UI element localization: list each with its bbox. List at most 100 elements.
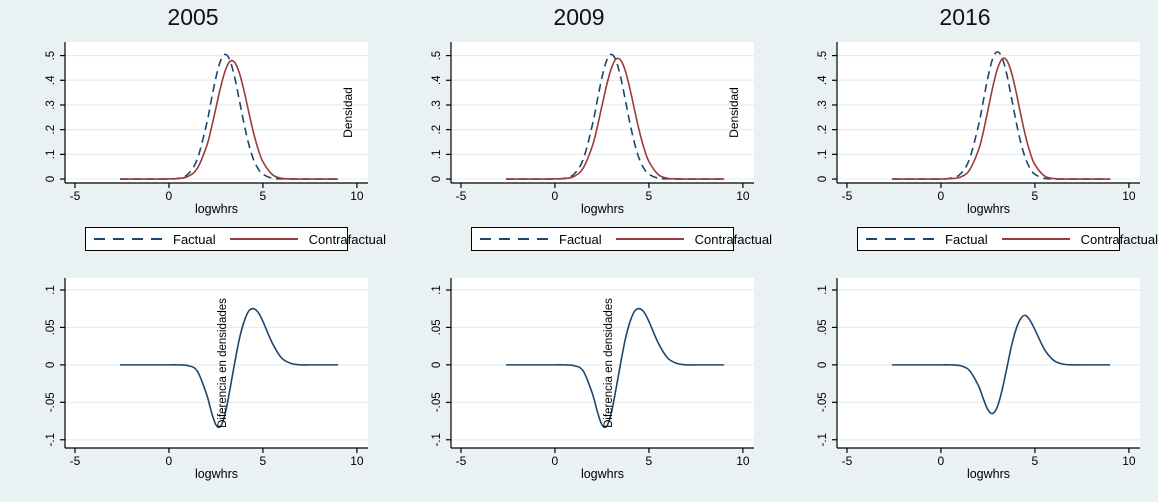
y-tick-label: .2	[817, 125, 829, 135]
panel-2005-difference: -.1 -.05 0 .05 .1 -5 0 5 10 logwhrs Diferencia en …	[0, 260, 386, 502]
x-axis-title: logwhrs	[967, 202, 1010, 216]
contrafactual-curve	[892, 57, 1111, 180]
x-tick-label: 10	[350, 454, 364, 468]
x-tick-label: -5	[456, 454, 467, 468]
inner-vertical-label: Diferencia en densidades	[603, 298, 615, 428]
x-tick-label: 10	[1122, 189, 1136, 203]
panel-2016-density: 2016 0 .1 .2 .3 .4 .5 -5 0 5 10 logwhrs Factual Co…	[772, 0, 1158, 260]
inner-vertical-label: Diferencia en densidades	[217, 298, 229, 428]
y-tick-label: -.1	[817, 433, 829, 446]
x-tick-label: 10	[350, 189, 364, 203]
y-tick-label: -.1	[45, 433, 57, 446]
x-tick-label: 5	[1032, 189, 1039, 203]
y-tick-label: -.05	[431, 392, 443, 412]
y-tick-label: .2	[431, 125, 443, 135]
legend-label-factual: Factual	[945, 231, 988, 247]
y-tick-label: .1	[431, 285, 443, 295]
contrafactual-line-sample	[1001, 238, 1070, 240]
y-tick-label: .05	[817, 319, 829, 335]
y-tick-label: .5	[45, 51, 57, 61]
difference-plot-2009: -.1 -.05 0 .05 .1 -5 0 5 10 logwhrs Diferencia en …	[431, 278, 754, 481]
x-tick-label: -5	[842, 189, 853, 203]
x-tick-label: 5	[646, 454, 653, 468]
panel-2009-difference: -.1 -.05 0 .05 .1 -5 0 5 10 logwhrs Diferencia en …	[386, 260, 772, 502]
x-axis-title: logwhrs	[581, 202, 624, 216]
x-tick-label: 5	[260, 189, 267, 203]
diferencia-curve	[120, 307, 339, 429]
x-tick-label: -5	[842, 454, 853, 468]
legend-label-contrafactual: Contrafactual	[1080, 231, 1158, 247]
legend: Factual Contrafactual	[471, 227, 772, 251]
y-tick-label: 0	[817, 176, 829, 182]
y-tick-label: 0	[45, 362, 57, 368]
legend: Factual Contrafactual	[857, 227, 1158, 251]
x-tick-label: -5	[456, 189, 467, 203]
legend-label-contrafactual: Contrafactual	[308, 231, 386, 247]
difference-row: -.1 -.05 0 .05 .1 -5 0 5 10 logwhrs Diferencia en …	[0, 260, 1158, 502]
contrafactual-curve	[506, 57, 725, 180]
plot-area	[837, 42, 1140, 183]
x-axis-title: logwhrs	[195, 202, 238, 216]
plot-area	[65, 42, 368, 183]
panel-title-2009: 2009	[553, 4, 605, 30]
y-tick-label: 0	[431, 362, 443, 368]
y-axis-title-right: Densidad	[727, 87, 741, 138]
x-axis-title: logwhrs	[195, 467, 238, 481]
contrafactual-line-sample	[229, 238, 298, 240]
y-tick-label: .5	[817, 51, 829, 61]
density-plot-2005: 0 .1 .2 .3 .4 .5 -5 0 5 10 logwhrs Densidad	[45, 42, 368, 216]
panel-2005-density: 2005 0 .1 .2 .3 .4 .5 -5 0 5 10 logwhrs Densidad Fa…	[0, 0, 386, 260]
x-tick-label: 5	[260, 454, 267, 468]
density-plot-2016: 0 .1 .2 .3 .4 .5 -5 0 5 10 logwhrs	[817, 42, 1140, 216]
x-tick-label: 5	[646, 189, 653, 203]
y-axis-title-right: Densidad	[341, 87, 355, 138]
y-tick-label: -.1	[431, 433, 443, 446]
panel-2016-difference: -.1 -.05 0 .05 .1 -5 0 5 10 logwhrs	[772, 260, 1158, 502]
y-tick-label: .4	[817, 75, 829, 85]
y-tick-label: .3	[817, 100, 829, 110]
x-tick-label: 0	[552, 454, 559, 468]
plot-area	[451, 278, 754, 448]
panel-2009-density: 2009 0 .1 .2 .3 .4 .5 -5 0 5 10 logwhrs Densidad Fa…	[386, 0, 772, 260]
x-tick-label: -5	[70, 189, 81, 203]
plot-area	[451, 42, 754, 183]
x-tick-label: 0	[938, 454, 945, 468]
factual-line-sample	[480, 238, 548, 240]
diferencia-curve	[892, 314, 1111, 415]
contrafactual-curve	[120, 59, 339, 180]
y-tick-label: .5	[431, 51, 443, 61]
contrafactual-line-sample	[615, 238, 684, 240]
y-tick-label: .3	[431, 100, 443, 110]
y-tick-label: 0	[817, 362, 829, 368]
y-tick-label: .1	[45, 285, 57, 295]
y-tick-label: 0	[45, 176, 57, 182]
x-tick-label: 0	[552, 189, 559, 203]
legend-label-factual: Factual	[559, 231, 602, 247]
legend-label-factual: Factual	[173, 231, 216, 247]
y-tick-label: .4	[45, 75, 57, 85]
x-tick-label: 0	[938, 189, 945, 203]
y-tick-label: .3	[45, 100, 57, 110]
x-axis-title: logwhrs	[581, 467, 624, 481]
y-tick-label: .1	[817, 285, 829, 295]
y-tick-label: .05	[45, 319, 57, 335]
y-tick-label: .1	[817, 150, 829, 160]
x-axis-title: logwhrs	[967, 467, 1010, 481]
x-tick-label: 10	[736, 189, 750, 203]
difference-plot-2005: -.1 -.05 0 .05 .1 -5 0 5 10 logwhrs Diferencia en …	[45, 278, 368, 481]
x-tick-label: 10	[736, 454, 750, 468]
y-tick-label: -.05	[45, 392, 57, 412]
factual-line-sample	[866, 238, 934, 240]
density-plot-2009: 0 .1 .2 .3 .4 .5 -5 0 5 10 logwhrs Densidad	[431, 42, 754, 216]
y-tick-label: .1	[45, 150, 57, 160]
x-tick-label: 0	[166, 189, 173, 203]
panel-title-2016: 2016	[939, 4, 991, 30]
y-tick-label: -.05	[817, 392, 829, 412]
y-tick-label: .2	[45, 125, 57, 135]
panel-title-2005: 2005	[167, 4, 219, 30]
x-tick-label: 0	[166, 454, 173, 468]
x-tick-label: -5	[70, 454, 81, 468]
plot-area	[837, 278, 1140, 448]
plot-area	[65, 278, 368, 448]
